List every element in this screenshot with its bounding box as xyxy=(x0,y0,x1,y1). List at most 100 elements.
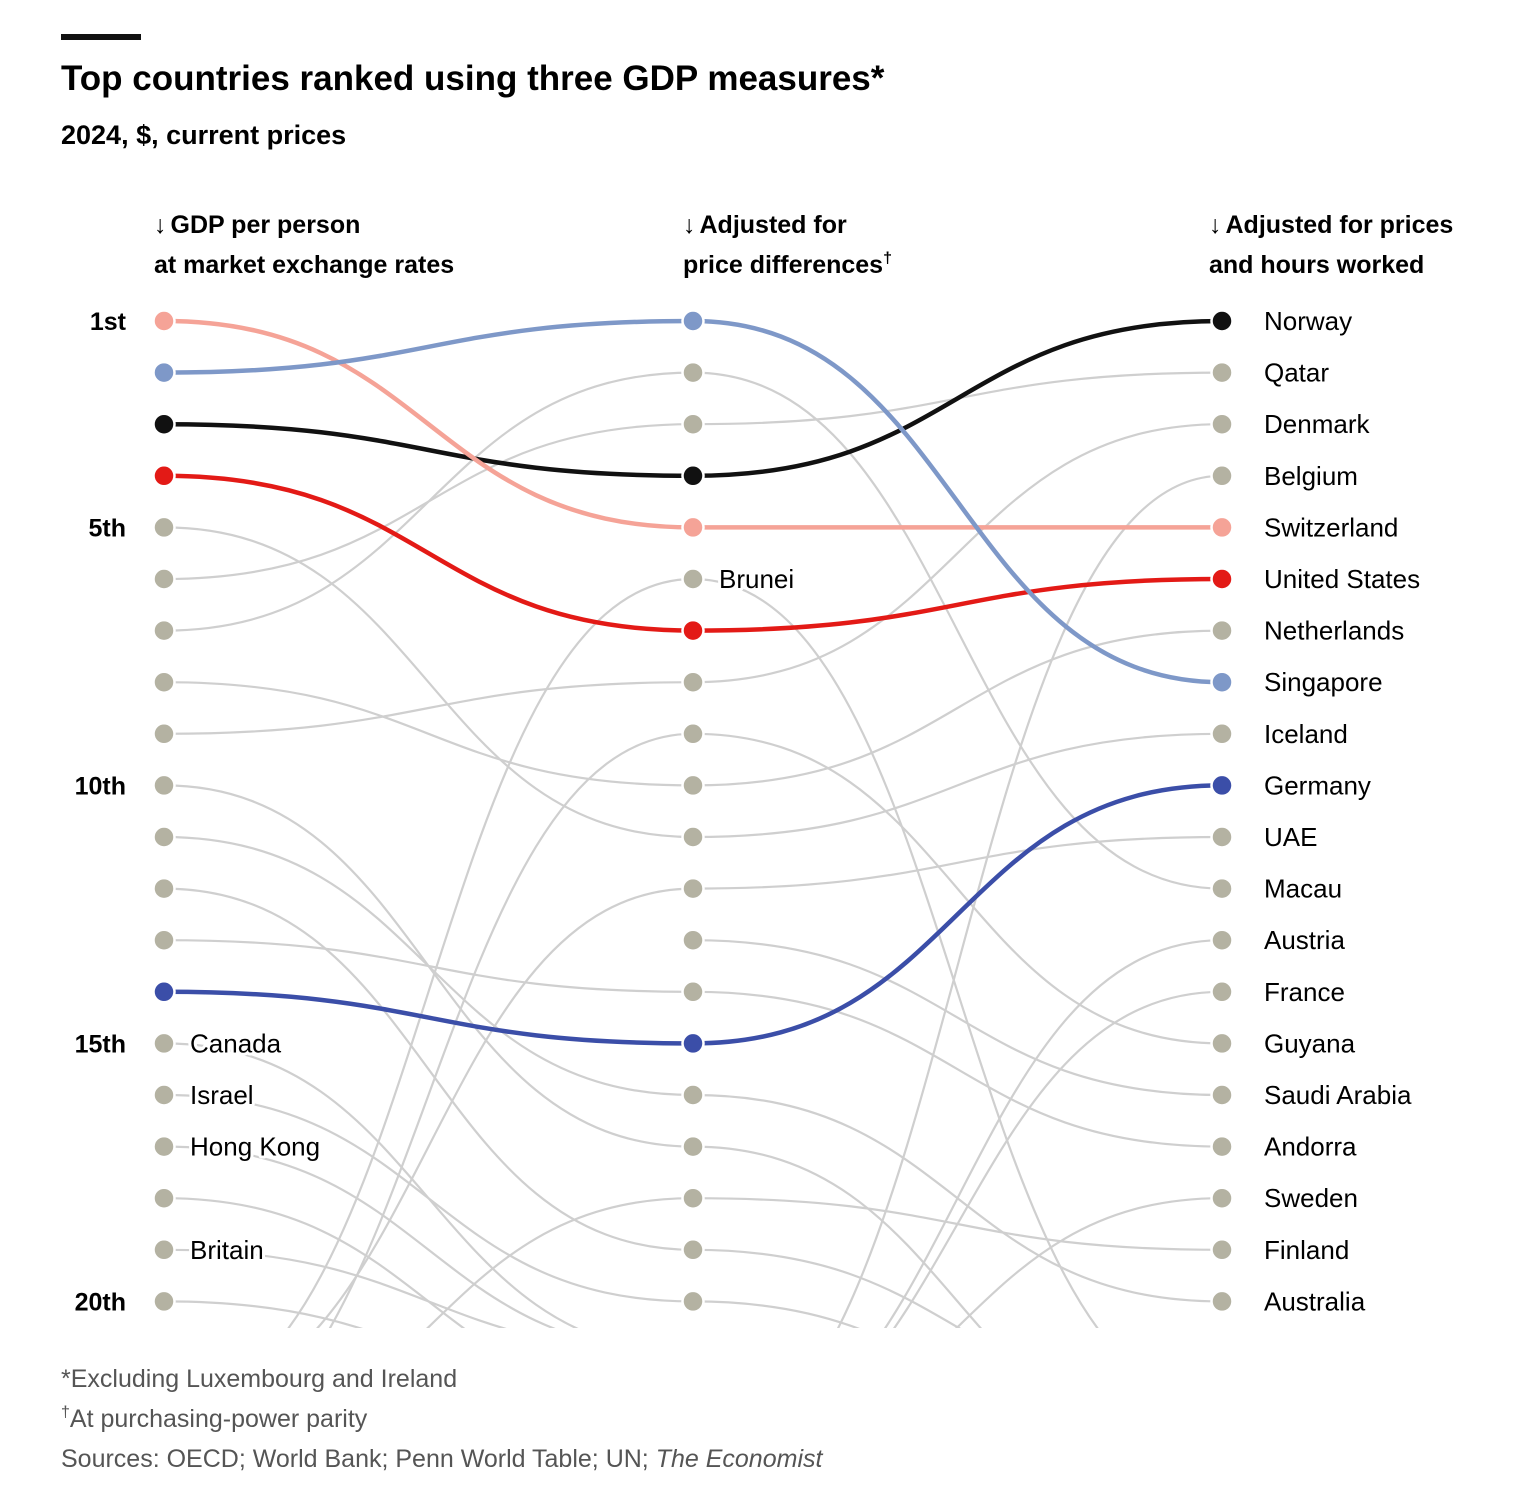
connector-line-grey xyxy=(163,371,694,632)
country-label-germany: Germany xyxy=(1264,770,1371,800)
country-label-qatar: Qatar xyxy=(1264,358,1329,388)
connector-line-grey xyxy=(163,1093,694,1303)
rank-label-10: 10th xyxy=(75,772,126,800)
dot-hours-rank-13 xyxy=(1210,928,1234,952)
dot-hours-rank-1-norway xyxy=(1210,309,1234,333)
dagger-mark: † xyxy=(61,1404,70,1421)
country-label-saudi-arabia: Saudi Arabia xyxy=(1264,1080,1412,1110)
dot-ppp-rank-14 xyxy=(681,980,705,1004)
country-label-finland: Finland xyxy=(1264,1235,1349,1265)
dot-hours-rank-20 xyxy=(1210,1289,1234,1314)
chart-subtitle: 2024, $, current prices xyxy=(61,120,346,150)
dot-mer-rank-15 xyxy=(152,1031,176,1056)
dot-ppp-rank-7-united-states xyxy=(681,618,705,643)
connector-line-norway xyxy=(163,421,694,479)
connector-line-norway xyxy=(692,318,1223,479)
inline-label-britain: Britain xyxy=(190,1235,264,1265)
connector-line-grey xyxy=(692,732,1223,839)
connector-line-grey xyxy=(692,732,1223,1045)
accent-bar xyxy=(61,34,141,40)
dot-mer-rank-6 xyxy=(152,567,176,591)
country-label-netherlands: Netherlands xyxy=(1264,616,1404,646)
dot-hours-rank-12 xyxy=(1210,876,1234,901)
connector-line-grey xyxy=(893,990,1223,1328)
inline-label-brunei: Brunei xyxy=(719,564,794,594)
country-label-united-states: United States xyxy=(1264,564,1420,594)
dot-ppp-rank-20 xyxy=(681,1289,705,1314)
connector-line-grey xyxy=(163,939,694,993)
dot-ppp-rank-15-germany xyxy=(681,1031,705,1056)
text-labels: 1st 5th 10th 15th 20th Norway Qatar Denmark Belg… xyxy=(75,306,1421,1316)
footnote-star: *Excluding Luxembourg and Ireland xyxy=(61,1365,457,1393)
country-label-belgium: Belgium xyxy=(1264,461,1358,491)
dot-hours-rank-11 xyxy=(1210,825,1234,849)
dot-ppp-rank-12 xyxy=(681,876,705,901)
column-header-hours-line1: ↓ Adjusted for prices xyxy=(1209,211,1453,239)
country-label-andorra: Andorra xyxy=(1264,1132,1357,1162)
connector-line-grey xyxy=(692,835,1223,890)
highlighted-connector-lines xyxy=(163,318,1223,1046)
dot-hours-rank-5-switzerland xyxy=(1210,515,1234,540)
connector-line-grey xyxy=(163,1248,507,1328)
arrow-down-icon: ↓ xyxy=(1209,211,1222,239)
country-label-macau: Macau xyxy=(1264,874,1342,904)
dot-ppp-rank-6 xyxy=(681,567,705,591)
connector-line-singapore xyxy=(163,318,694,375)
dot-ppp-rank-4-norway xyxy=(681,464,705,488)
dot-hours-rank-17 xyxy=(1210,1134,1234,1159)
dot-hours-rank-8-singapore xyxy=(1210,670,1234,694)
dot-mer-rank-4-united-states xyxy=(152,464,176,488)
dot-ppp-rank-13 xyxy=(681,928,705,952)
connector-line-grey xyxy=(163,1300,363,1328)
country-label-uae: UAE xyxy=(1264,822,1317,852)
dot-mer-rank-11 xyxy=(152,825,176,849)
chart-title: Top countries ranked using three GDP mea… xyxy=(61,59,885,98)
dot-ppp-rank-2 xyxy=(681,360,705,385)
connector-line-grey xyxy=(163,681,694,735)
column-header-mer-line2: at market exchange rates xyxy=(154,251,454,279)
dot-mer-rank-7 xyxy=(152,618,176,643)
country-label-france: France xyxy=(1264,977,1345,1007)
country-label-iceland: Iceland xyxy=(1264,719,1348,749)
country-label-norway: Norway xyxy=(1264,306,1352,336)
arrow-down-icon: ↓ xyxy=(683,211,696,239)
dot-mer-rank-8 xyxy=(152,670,176,694)
footnote-dagger: †At purchasing-power parity xyxy=(61,1404,368,1433)
dot-hours-rank-14 xyxy=(1210,980,1234,1004)
connector-line-grey xyxy=(163,887,694,1251)
dot-hours-rank-3 xyxy=(1210,412,1234,436)
connector-line-germany xyxy=(692,783,1223,1046)
connector-line-grey xyxy=(692,939,1223,1097)
dagger-mark: † xyxy=(883,250,892,267)
arrow-down-icon: ↓ xyxy=(154,211,167,239)
country-label-guyana: Guyana xyxy=(1264,1028,1356,1058)
connector-line-grey xyxy=(328,732,694,1328)
country-label-singapore: Singapore xyxy=(1264,667,1383,697)
dot-hours-rank-16 xyxy=(1210,1083,1234,1107)
column-header-mer-line1: ↓ GDP per person xyxy=(154,211,360,239)
dot-mer-rank-3-norway xyxy=(152,412,176,436)
dot-mer-rank-9 xyxy=(152,722,176,746)
dot-ppp-rank-17 xyxy=(681,1134,705,1159)
dot-mer-rank-1-switzerland xyxy=(152,309,176,333)
connector-line-switzerland xyxy=(163,318,694,530)
dot-ppp-rank-16 xyxy=(681,1083,705,1107)
connector-line-grey xyxy=(692,1300,860,1328)
connector-line-grey xyxy=(163,1145,556,1328)
connector-line-grey xyxy=(163,526,694,839)
inline-label-israel: Israel xyxy=(190,1080,254,1110)
connector-line-grey xyxy=(692,629,1223,787)
connector-line-germany xyxy=(163,989,694,1046)
country-label-switzerland: Switzerland xyxy=(1264,512,1398,542)
connector-line-grey xyxy=(955,1197,1223,1328)
connector-line-grey xyxy=(692,371,1223,890)
connector-line-grey xyxy=(692,990,1223,1148)
connector-line-grey xyxy=(163,681,694,787)
rank-label-1: 1st xyxy=(90,308,127,336)
dot-ppp-rank-3 xyxy=(681,412,705,436)
dot-hours-rank-4 xyxy=(1210,464,1234,488)
dot-hours-rank-2 xyxy=(1210,360,1234,385)
column-header-ppp-line2: price differences† xyxy=(683,250,892,279)
dot-ppp-rank-11 xyxy=(681,825,705,849)
